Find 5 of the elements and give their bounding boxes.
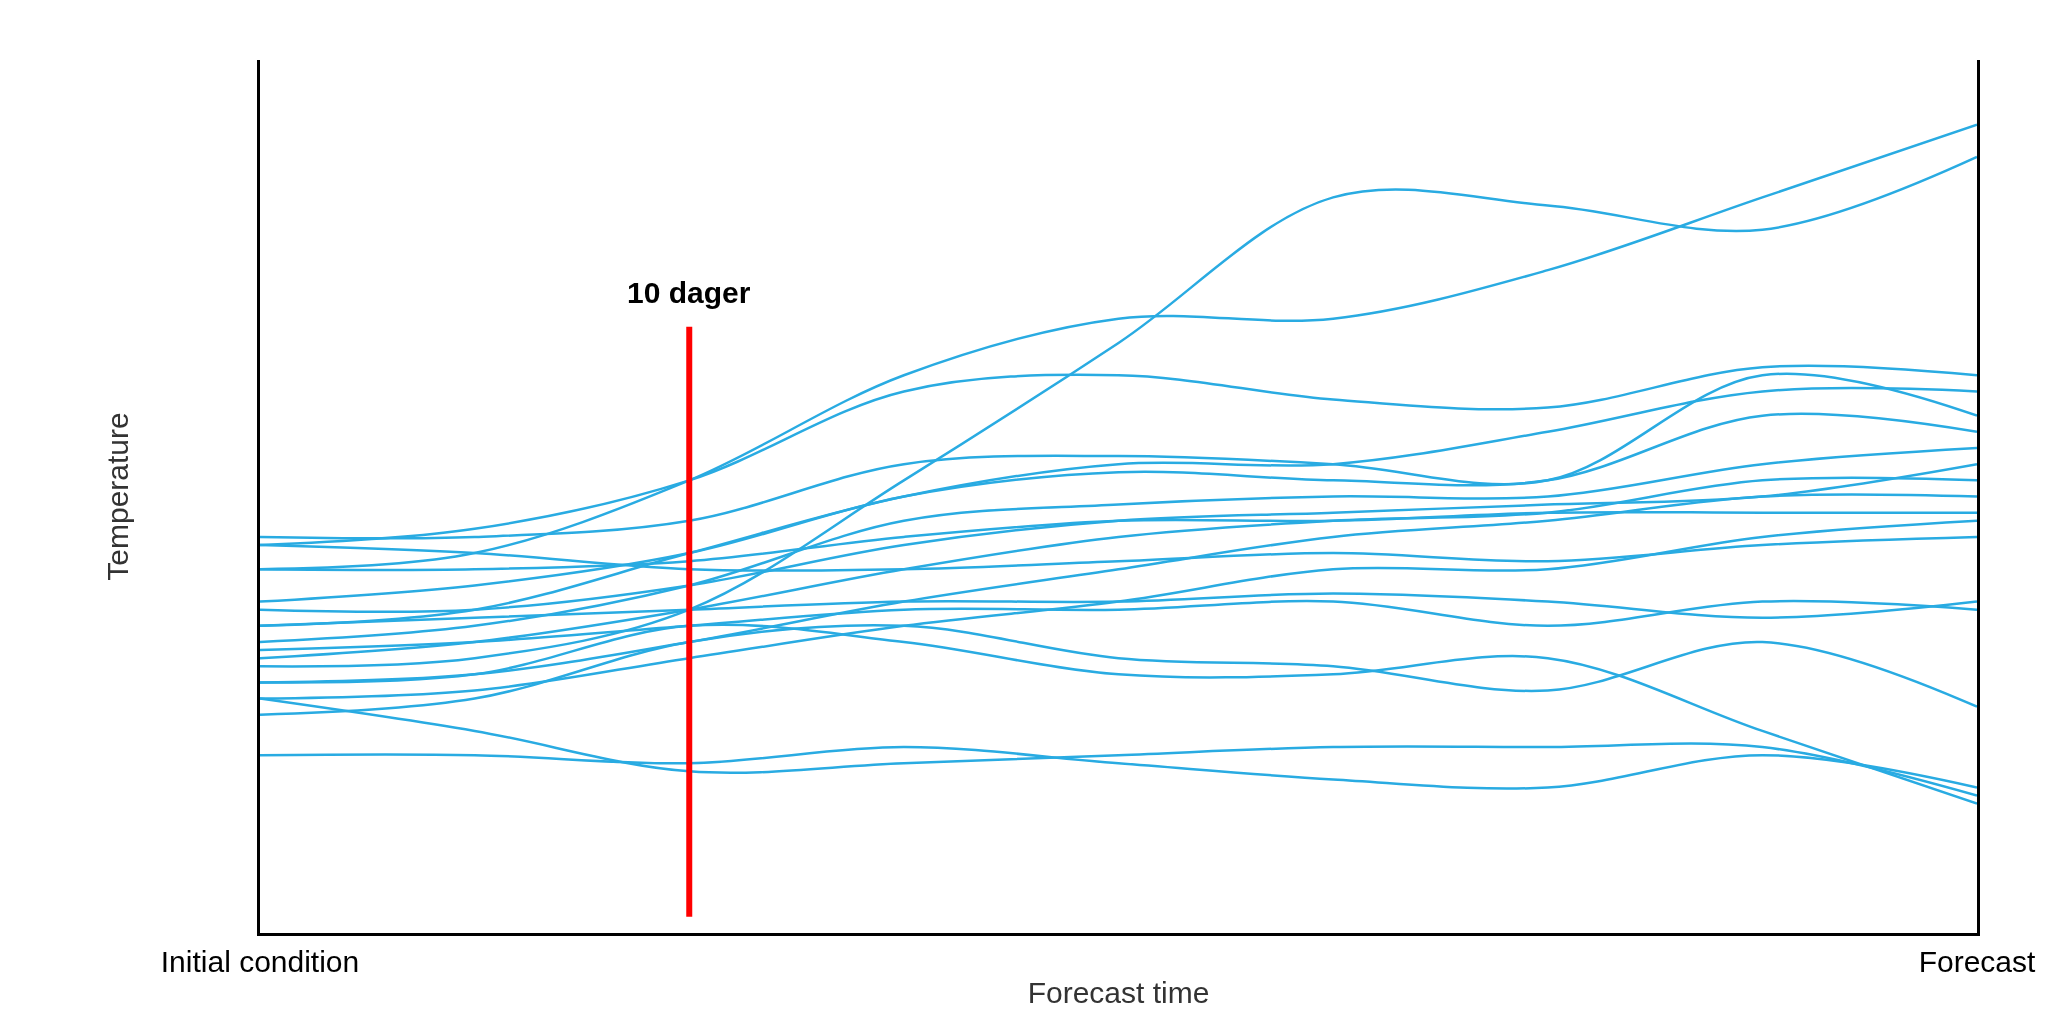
x-axis-title: Forecast time (1027, 975, 1210, 1009)
x-tick-label: Forecast (1918, 945, 2037, 978)
y-axis-title: Temperature (101, 412, 134, 581)
annotation: 10 dager (627, 276, 751, 309)
x-tick-label: Initial condition (160, 945, 360, 978)
